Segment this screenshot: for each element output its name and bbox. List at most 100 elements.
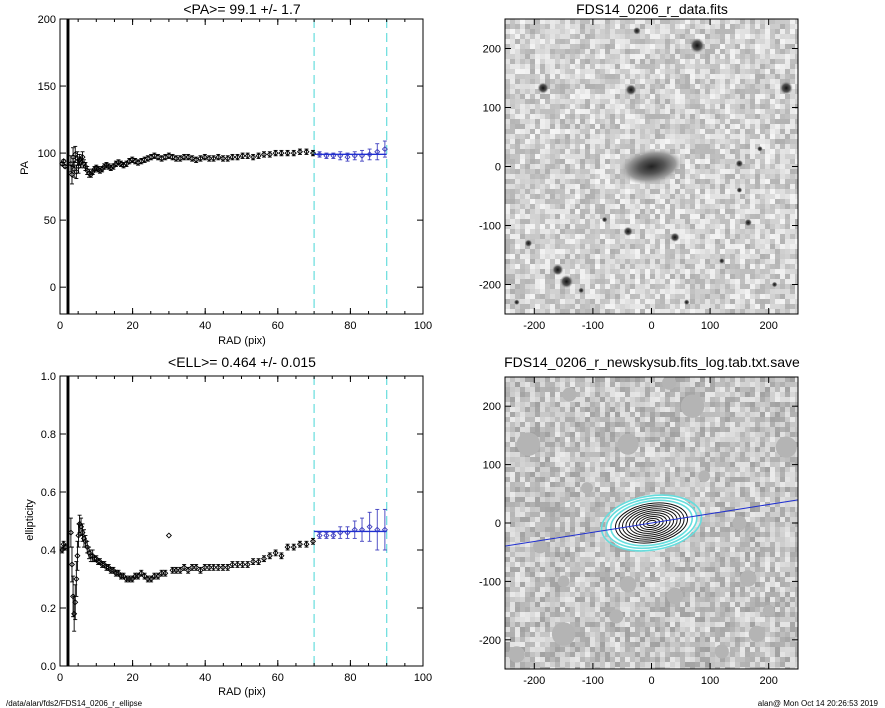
data-image-pixel: [615, 184, 621, 190]
data-image-pixel: [775, 104, 781, 110]
data-image-pixel: [570, 299, 576, 305]
data-image-pixel: [745, 54, 751, 60]
data-image-pixel: [705, 129, 711, 135]
model-image-pixel: [610, 412, 616, 418]
data-image-pixel: [760, 34, 766, 40]
data-image-pixel: [640, 244, 646, 250]
data-image-pixel: [635, 94, 641, 100]
data-image-pixel: [560, 294, 566, 300]
data-image-pixel: [630, 24, 636, 30]
model-image-pixel: [680, 377, 686, 383]
pa-point: [272, 150, 279, 157]
data-image-pixel: [505, 304, 511, 310]
data-image-pixel: [565, 259, 571, 265]
data-image-pixel: [785, 134, 791, 140]
data-image-pixel: [605, 254, 611, 260]
data-image-pixel: [600, 274, 606, 280]
model-image-pixel: [665, 422, 671, 428]
data-image-pixel: [570, 234, 576, 240]
star: [601, 216, 608, 223]
data-image-pixel: [520, 69, 526, 75]
data-image-pixel: [550, 289, 556, 295]
data-image-pixel: [640, 294, 646, 300]
data-image-pixel: [565, 194, 571, 200]
data-image-pixel: [575, 119, 581, 125]
model-image-pixel: [540, 407, 546, 413]
data-image-pixel: [680, 109, 686, 115]
data-image-pixel: [795, 279, 798, 285]
data-image-pixel: [725, 234, 731, 240]
data-image-pixel: [760, 219, 766, 225]
data-image-pixel: [595, 154, 601, 160]
data-image-pixel: [615, 169, 621, 175]
data-image-pixel: [750, 44, 756, 50]
data-image-pixel: [580, 169, 586, 175]
data-image-pixel: [585, 174, 591, 180]
data-image-pixel: [570, 239, 576, 245]
data-image-pixel: [715, 254, 721, 260]
data-image-pixel: [590, 224, 596, 230]
data-image-pixel: [780, 219, 786, 225]
model-image-pixel: [770, 407, 776, 413]
data-image-pixel: [735, 109, 741, 115]
data-image-pixel: [520, 109, 526, 115]
data-image-pixel: [760, 274, 766, 280]
data-image-pixel: [510, 144, 516, 150]
data-image-pixel: [670, 244, 676, 250]
data-image-pixel: [605, 224, 611, 230]
data-image-pixel: [790, 139, 796, 145]
data-image-pixel: [590, 214, 596, 220]
data-image-pixel: [720, 264, 726, 270]
pa-xtick-label: 80: [344, 320, 356, 332]
pa-point: [358, 152, 366, 159]
data-image-pixel: [515, 109, 521, 115]
model-image-pixel: [685, 422, 691, 428]
data-image-pixel: [645, 289, 651, 295]
data-image-pixel: [795, 84, 798, 90]
data-image-pixel: [565, 294, 571, 300]
data-image-pixel: [655, 194, 661, 200]
data-image-pixel: [640, 214, 646, 220]
ell-point: [185, 567, 192, 574]
ell-point: [316, 532, 323, 539]
data-image-pixel: [550, 209, 556, 215]
data-image-pixel: [690, 119, 696, 125]
data-image-pixel: [705, 304, 711, 310]
data-image-pixel: [680, 219, 686, 225]
data-image-pixel: [535, 79, 541, 85]
data-image-pixel: [750, 229, 756, 235]
data-image-pixel: [680, 199, 686, 205]
data-image-pixel: [650, 209, 656, 215]
data-image-pixel: [545, 244, 551, 250]
model-image-pixel: [530, 392, 536, 398]
data-image-pixel: [620, 59, 626, 65]
data-image-pixel: [590, 69, 596, 75]
data-image-pixel: [695, 174, 701, 180]
data-image-pixel: [780, 109, 786, 115]
data-image-pixel: [795, 214, 798, 220]
data-image-pixel: [735, 44, 741, 50]
data-image-pixel: [685, 39, 691, 45]
data-image-pixel: [580, 139, 586, 145]
data-image-pixel: [695, 69, 701, 75]
model-image-pixel: [530, 407, 536, 413]
data-image-pixel: [720, 54, 726, 60]
data-image-pixel: [530, 119, 536, 125]
data-image-pixel: [770, 139, 776, 145]
data-image-pixel: [710, 139, 716, 145]
data-image-pixel: [745, 204, 751, 210]
ell-point: [177, 567, 184, 574]
data-image-pixel: [575, 254, 581, 260]
data-image-pixel: [545, 79, 551, 85]
data-image-pixel: [595, 269, 601, 275]
data-image-pixel: [610, 69, 616, 75]
ell-point: [215, 564, 222, 571]
data-image-pixel: [615, 79, 621, 85]
data-image-pixel: [740, 229, 746, 235]
data-image-pixel: [735, 214, 741, 220]
data-image-pixel: [545, 104, 551, 110]
model-image-pixel: [525, 377, 531, 383]
data-image-pixel: [605, 164, 611, 170]
model-image-pixel: [725, 387, 731, 393]
data-image-pixel: [710, 244, 716, 250]
